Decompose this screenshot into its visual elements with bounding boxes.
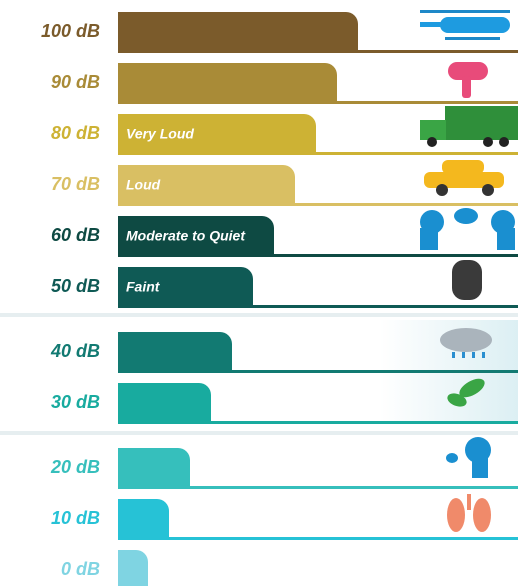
truck-icon (420, 106, 518, 147)
value-label: 40 dB (50, 341, 100, 361)
value-label: 0 dB (61, 559, 100, 579)
bar-underline (118, 537, 518, 540)
bar-label: Faint (126, 279, 161, 295)
hairdryer-icon (448, 62, 488, 98)
bar-label: Loud (126, 177, 161, 193)
value-label: 100 dB (41, 21, 100, 41)
bar (118, 63, 337, 103)
bar (118, 12, 358, 52)
value-label: 90 dB (51, 72, 100, 92)
taxi-icon (424, 160, 504, 196)
group-separator (0, 431, 518, 435)
group-separator (0, 313, 518, 317)
helicopter-icon (420, 10, 510, 40)
listening-icon (446, 437, 491, 478)
value-label: 80 dB (51, 123, 100, 143)
conversation-icon (420, 208, 515, 250)
page: {"chart_data": {"type": "bar", "orientat… (0, 0, 518, 586)
bar (118, 499, 169, 539)
bar-label: Very Loud (126, 126, 194, 142)
bar (118, 448, 190, 488)
bar (118, 332, 232, 372)
mouse-icon (452, 260, 482, 300)
value-label: 20 dB (50, 457, 100, 477)
bar (118, 383, 211, 423)
value-label: 50 dB (51, 276, 100, 296)
value-label: 30 dB (51, 392, 100, 412)
chart: 100 dB 90 dB 80 dB Very Loud 70 dB Loud 60 dB M… (0, 0, 518, 586)
lungs-icon (447, 494, 491, 532)
icons (420, 10, 518, 532)
value-label: 70 dB (51, 174, 100, 194)
bar (118, 550, 148, 586)
value-label: 60 dB (51, 225, 100, 245)
bar-label: Moderate to Quiet (126, 228, 246, 244)
value-label: 10 dB (51, 508, 100, 528)
